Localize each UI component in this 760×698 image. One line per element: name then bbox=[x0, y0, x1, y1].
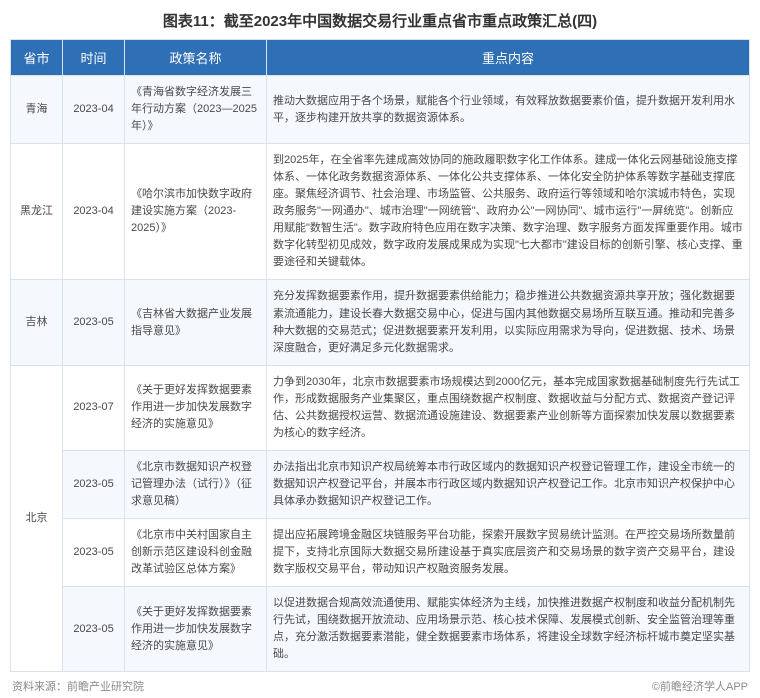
cell-content: 推动大数据应用于各个场景，赋能各个行业领域，有效释放数据要素价值，提升数据开发利… bbox=[267, 76, 750, 144]
cell-policy-name: 《关于更好发挥数据要素作用进一步加快发展数字经济的实施意见》 bbox=[125, 365, 267, 450]
cell-policy-name: 《关于更好发挥数据要素作用进一步加快发展数字经济的实施意见》 bbox=[125, 587, 267, 672]
col-header-time: 时间 bbox=[63, 40, 125, 76]
cell-policy-name: 《北京市中关村国家自主创新示范区建设科创金融改革试验区总体方案》 bbox=[125, 518, 267, 586]
table-row: 青海 2023-04 《青海省数字经济发展三年行动方案（2023—2025年）》… bbox=[11, 76, 750, 144]
cell-policy-name: 《吉林省大数据产业发展指导意见》 bbox=[125, 280, 267, 365]
cell-policy-name: 《哈尔滨市加快数字政府建设实施方案（2023-2025）》 bbox=[125, 144, 267, 280]
col-header-province: 省市 bbox=[11, 40, 63, 76]
cell-policy-name: 《北京市数据知识产权登记管理办法（试行）》（征求意见稿） bbox=[125, 450, 267, 518]
cell-content: 充分发挥数据要素作用，提升数据要素供给能力；稳步推进公共数据资源共享开放；强化数… bbox=[267, 280, 750, 365]
cell-time: 2023-05 bbox=[63, 518, 125, 586]
table-row: 2023-05 《北京市数据知识产权登记管理办法（试行）》（征求意见稿） 办法指… bbox=[11, 450, 750, 518]
cell-content: 到2025年，在全省率先建成高效协同的施政履职数字化工作体系。建成一体化云网基础… bbox=[267, 144, 750, 280]
cell-time: 2023-04 bbox=[63, 144, 125, 280]
table-row: 北京 2023-07 《关于更好发挥数据要素作用进一步加快发展数字经济的实施意见… bbox=[11, 365, 750, 450]
footer-copyright: ©前瞻经济学人APP bbox=[652, 678, 748, 694]
cell-content: 以促进数据合规高效流通使用、赋能实体经济为主线，加快推进数据产权制度和收益分配机… bbox=[267, 587, 750, 672]
footer: 资料来源：前瞻产业研究院 ©前瞻经济学人APP bbox=[0, 672, 760, 698]
cell-policy-name: 《青海省数字经济发展三年行动方案（2023—2025年）》 bbox=[125, 76, 267, 144]
table-header-row: 省市 时间 政策名称 重点内容 bbox=[11, 40, 750, 76]
col-header-content: 重点内容 bbox=[267, 40, 750, 76]
footer-source: 资料来源：前瞻产业研究院 bbox=[12, 678, 144, 694]
table-row: 吉林 2023-05 《吉林省大数据产业发展指导意见》 充分发挥数据要素作用，提… bbox=[11, 280, 750, 365]
cell-content: 力争到2030年，北京市数据要素市场规模达到2000亿元，基本完成国家数据基础制… bbox=[267, 365, 750, 450]
cell-province: 吉林 bbox=[11, 280, 63, 365]
cell-time: 2023-05 bbox=[63, 280, 125, 365]
table-row: 2023-05 《关于更好发挥数据要素作用进一步加快发展数字经济的实施意见》 以… bbox=[11, 587, 750, 672]
cell-province: 青海 bbox=[11, 76, 63, 144]
cell-time: 2023-05 bbox=[63, 450, 125, 518]
cell-time: 2023-05 bbox=[63, 587, 125, 672]
cell-content: 提出应拓展跨境金融区块链服务平台功能，探索开展数字贸易统计监测。在严控交易场所数… bbox=[267, 518, 750, 586]
policy-table: 省市 时间 政策名称 重点内容 青海 2023-04 《青海省数字经济发展三年行… bbox=[10, 39, 750, 672]
cell-province: 黑龙江 bbox=[11, 144, 63, 280]
cell-time: 2023-04 bbox=[63, 76, 125, 144]
cell-time: 2023-07 bbox=[63, 365, 125, 450]
cell-content: 办法指出北京市知识产权局统筹本市行政区域内的数据知识产权登记管理工作，建设全市统… bbox=[267, 450, 750, 518]
cell-province: 北京 bbox=[11, 365, 63, 672]
col-header-policy-name: 政策名称 bbox=[125, 40, 267, 76]
table-row: 黑龙江 2023-04 《哈尔滨市加快数字政府建设实施方案（2023-2025）… bbox=[11, 144, 750, 280]
table-row: 2023-05 《北京市中关村国家自主创新示范区建设科创金融改革试验区总体方案》… bbox=[11, 518, 750, 586]
chart-title: 图表11：截至2023年中国数据交易行业重点省市重点政策汇总(四) bbox=[0, 0, 760, 39]
